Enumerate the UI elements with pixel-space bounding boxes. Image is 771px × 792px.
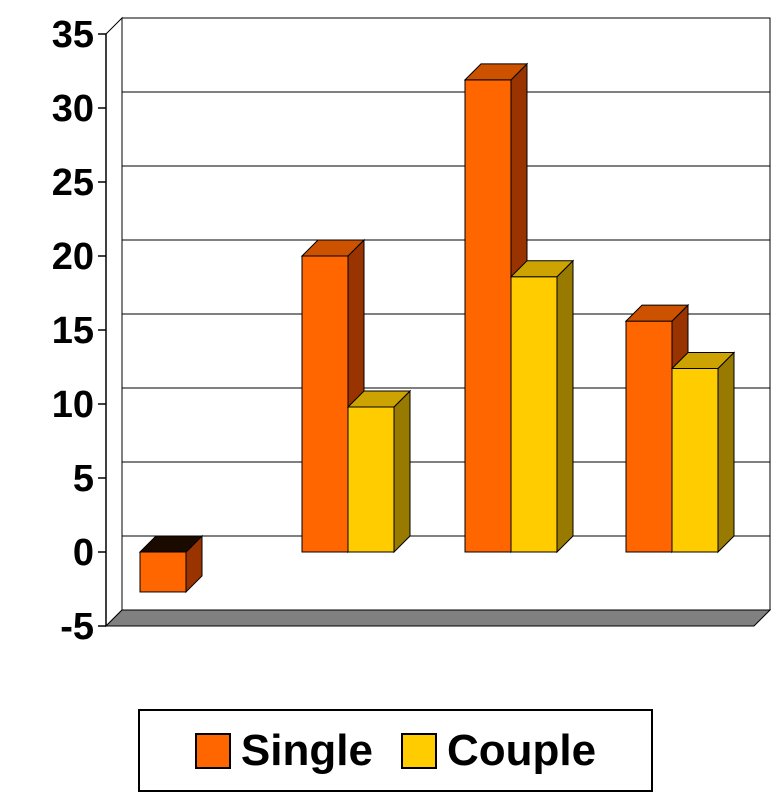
legend-item-single: Single: [194, 725, 373, 776]
y-tick-label-4: 15: [52, 310, 94, 352]
chart: -5 0 5 10 15 20 25 30 35: [52, 14, 771, 648]
floor: [104, 609, 771, 627]
side-wall: [105, 16, 123, 628]
legend-item-couple: Couple: [400, 725, 597, 776]
bar-single-1-top: [300, 239, 366, 257]
y-tick-label-5: 20: [52, 236, 94, 278]
bar-couple-3-front: [671, 367, 719, 553]
legend-swatch-single: [194, 732, 231, 769]
bar-single-2-front: [464, 79, 512, 553]
bar-couple-2-side: [556, 259, 574, 554]
bar-single-0-top: [138, 535, 204, 553]
y-tick-label-2: 5: [73, 458, 94, 500]
legend-swatch-couple: [400, 732, 437, 769]
y-tick-label-8: 35: [52, 14, 94, 56]
y-tick-label-3: 10: [52, 384, 94, 426]
bar-single-2-top: [463, 63, 529, 81]
legend-label-couple: Couple: [446, 725, 597, 775]
bar-couple-3-side: [717, 351, 735, 554]
legend-label-single: Single: [240, 725, 373, 775]
y-tick-label-1: 0: [73, 532, 94, 574]
bar-couple-1-top: [346, 390, 412, 408]
bar-couple-1-front: [347, 406, 395, 553]
bar-single-3-top: [624, 304, 690, 322]
y-tick-label-7: 30: [52, 88, 94, 130]
y-tick-label-0: -5: [60, 606, 94, 648]
bar-couple-2-front: [510, 276, 558, 553]
y-tick-label-6: 25: [52, 162, 94, 204]
bar-couple-3-top: [670, 351, 736, 369]
bar-single-0-front: [139, 551, 187, 593]
bar-single-1-front: [301, 255, 349, 553]
bar-single-3-front: [625, 320, 673, 553]
bar-couple-2-top: [509, 260, 575, 278]
bar-couple-1-side: [393, 389, 411, 554]
legend: Single Couple: [138, 709, 653, 792]
